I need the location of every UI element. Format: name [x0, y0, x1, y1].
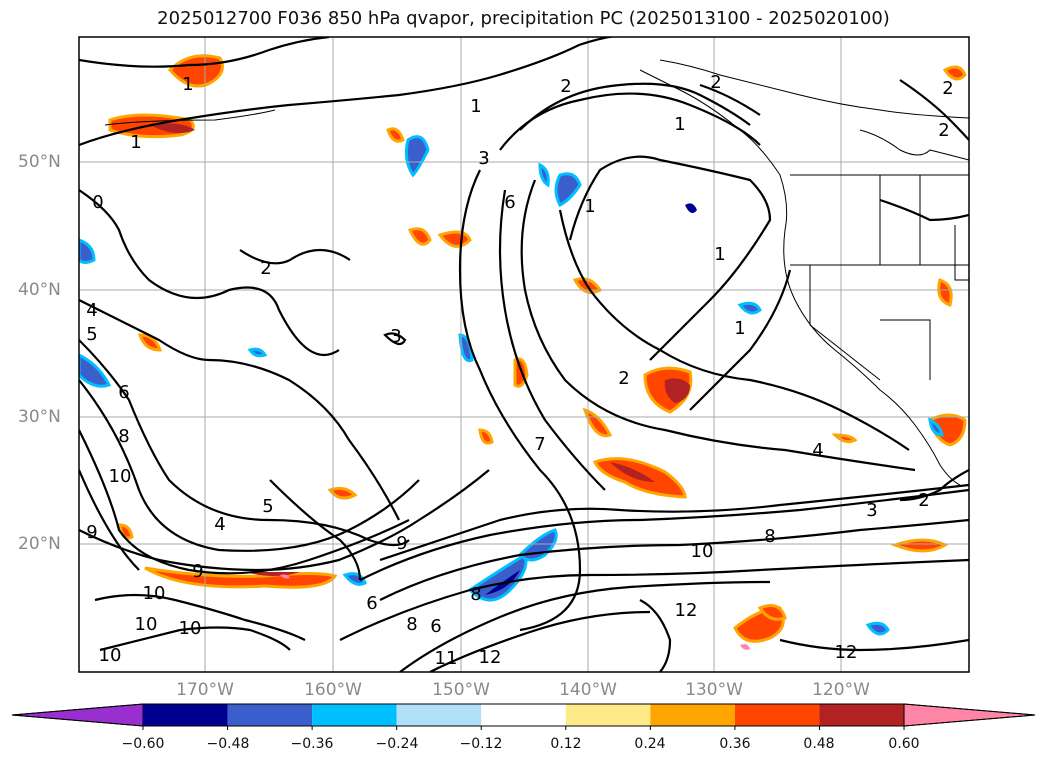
- contour-label: 12: [479, 647, 502, 668]
- colorbar-segment: [650, 704, 735, 726]
- colorbar-segment: [481, 704, 566, 726]
- contour-label: 10: [691, 541, 714, 562]
- latitude-label-30n: 30°N: [18, 407, 61, 427]
- contour-label: 8: [118, 426, 129, 447]
- contour-label: 8: [406, 614, 417, 635]
- map-title: 2025012700 F036 850 hPa qvapor, precipit…: [157, 8, 890, 29]
- contour-label: 5: [262, 496, 273, 517]
- contour-label: 9: [396, 533, 407, 554]
- colorbar-segment: [565, 704, 651, 726]
- contour-label: 4: [86, 300, 97, 321]
- contour-label: 6: [504, 192, 515, 213]
- contour-label: 12: [835, 642, 858, 663]
- colorbar-segment: [227, 704, 313, 726]
- colorbar-tick-label: 0.48: [803, 736, 835, 752]
- qvapor-contours: [79, 37, 969, 672]
- contour-label: 8: [470, 584, 481, 605]
- contour-label: 9: [192, 561, 203, 582]
- contour-label: 2: [710, 72, 721, 93]
- longitude-label-120w: 120°W: [812, 680, 870, 700]
- longitude-label-140w: 140°W: [559, 680, 617, 700]
- colorbar-segment: [312, 704, 397, 726]
- contour-label: 5: [86, 324, 97, 345]
- latitude-label-40n: 40°N: [18, 280, 61, 300]
- map-frame: [78, 36, 970, 673]
- contour-label: 1: [674, 114, 685, 135]
- colorbar-segment: [396, 704, 482, 726]
- colorbar-segment: [143, 704, 228, 726]
- coastlines: [104, 59, 969, 486]
- contour-label: 2: [560, 76, 571, 97]
- contour-label: 6: [118, 382, 129, 403]
- contour-labels: 1 1 0 2 4 5 6 8 10 9 9 10 10 10 10 4 5 3…: [86, 72, 953, 669]
- contour-label: 2: [260, 258, 271, 279]
- colorbar-segment: [734, 704, 820, 726]
- latitude-label-20n: 20°N: [18, 534, 61, 554]
- contour-label: 8: [764, 526, 775, 547]
- longitude-label-160w: 160°W: [304, 680, 362, 700]
- contour-label: 7: [534, 434, 545, 455]
- longitude-label-170w: 170°W: [176, 680, 234, 700]
- contour-label: 2: [618, 368, 629, 389]
- colorbar-tick-label: 0.60: [888, 736, 920, 752]
- colorbar-tick-label: −0.24: [375, 736, 419, 752]
- contour-label: 2: [918, 490, 929, 511]
- colorbar-tick-label: −0.48: [206, 736, 250, 752]
- colorbar-tick-label: −0.60: [121, 736, 165, 752]
- contour-label: 1: [714, 244, 725, 265]
- contour-label: 6: [430, 616, 441, 637]
- colorbar-tick-label: 0.12: [550, 736, 582, 752]
- contour-label: 1: [584, 196, 595, 217]
- contour-label: 3: [866, 500, 877, 521]
- colorbar-tick-label: −0.12: [459, 736, 503, 752]
- colorbar-extension-high: [903, 703, 1036, 727]
- colorbar: [11, 703, 1036, 730]
- latitude-label-50n: 50°N: [18, 152, 61, 172]
- colorbar-tick-label: −0.36: [290, 736, 334, 752]
- contour-label: 6: [366, 593, 377, 614]
- longitude-label-150w: 150°W: [432, 680, 490, 700]
- colorbar-tick-label: 0.36: [719, 736, 751, 752]
- contour-label: 1: [130, 132, 141, 153]
- contour-label: 1: [734, 318, 745, 339]
- contour-label: 4: [214, 514, 225, 535]
- contour-label: 10: [179, 618, 202, 639]
- contour-label: 9: [86, 522, 97, 543]
- contour-label: 4: [812, 440, 823, 461]
- contour-label: 1: [182, 74, 193, 95]
- contour-label: 2: [938, 120, 949, 141]
- contour-label: 0: [92, 192, 103, 213]
- contour-label: 2: [942, 78, 953, 99]
- contour-label: 10: [109, 466, 132, 487]
- colorbar-tick-label: 0.24: [634, 736, 666, 752]
- contour-label: 1: [470, 96, 481, 117]
- contour-label: 11: [435, 648, 458, 669]
- contour-label: 10: [143, 583, 166, 604]
- colorbar-extension-low: [11, 703, 144, 727]
- contour-label: 10: [99, 645, 122, 666]
- colorbar-segment: [819, 704, 905, 726]
- contour-label: 3: [390, 326, 401, 347]
- contour-label: 10: [135, 614, 158, 635]
- contour-label: 12: [675, 600, 698, 621]
- contour-label: 3: [478, 148, 489, 169]
- longitude-label-130w: 130°W: [685, 680, 743, 700]
